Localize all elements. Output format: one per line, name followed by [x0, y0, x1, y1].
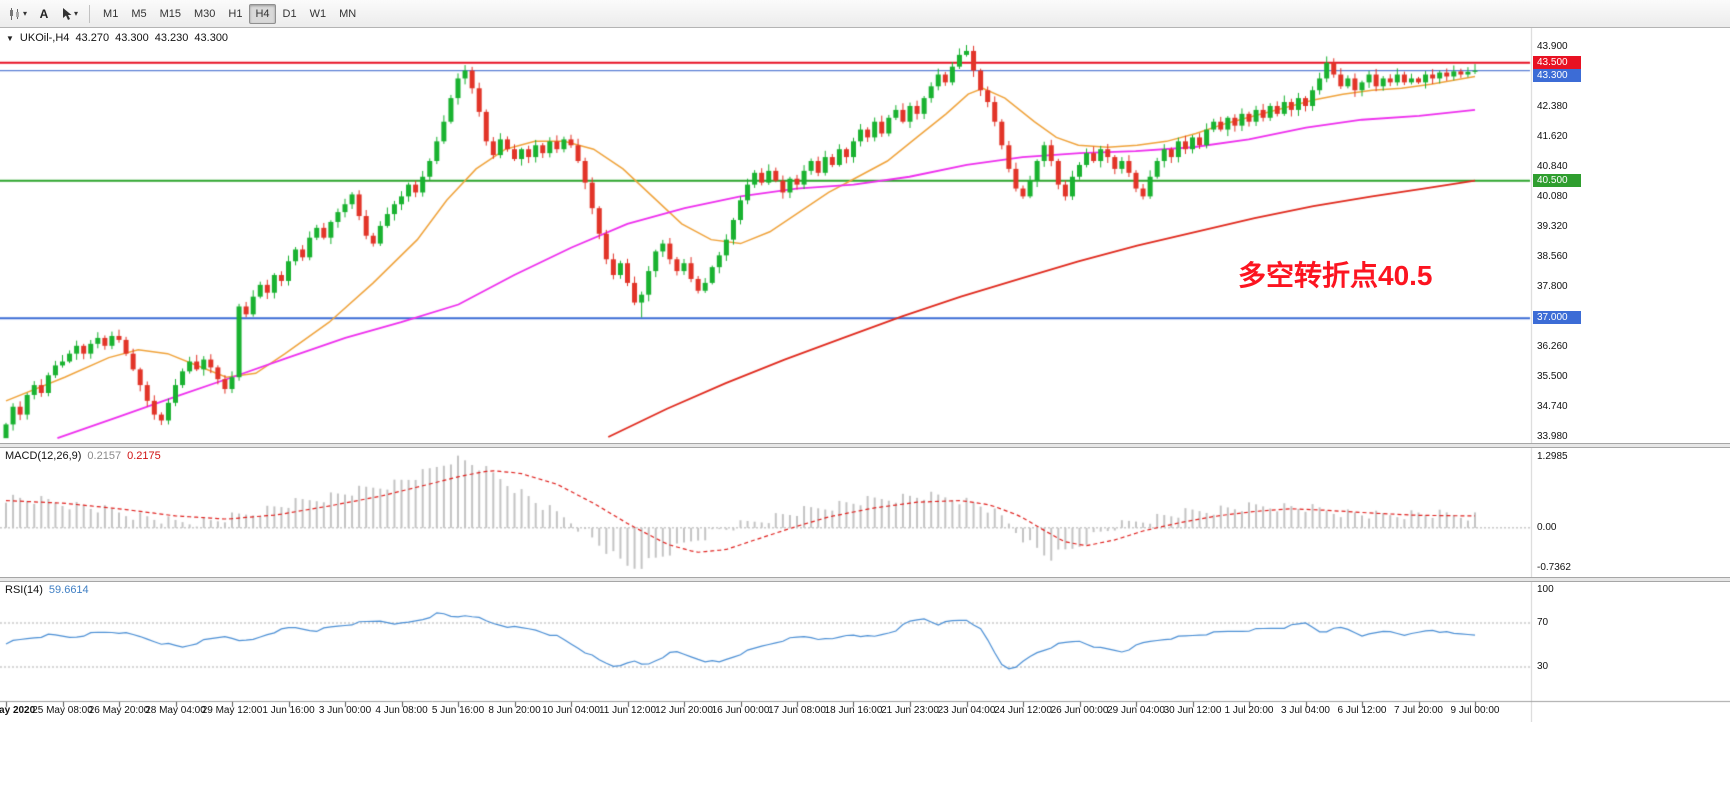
timeframe-button-h4[interactable]: H4: [249, 3, 276, 24]
rsi-indicator-header: RSI(14) 59.6614: [5, 584, 89, 596]
macd-indicator-header: MACD(12,26,9) 0.2157 0.2175: [5, 450, 161, 462]
chart-annotation: 多空转折点40.5: [1238, 260, 1433, 291]
symbol-ohlc-header: ▼ UKOil-,H4 43.270 43.300 43.230 43.300: [6, 32, 228, 44]
top-toolbar: ▾ A ▾ M1 M5 M15 M30 H1 H4 D1 W1 MN: [0, 0, 1730, 28]
timeframe-button-h1[interactable]: H1: [228, 7, 243, 20]
text-tool-label: A: [39, 6, 49, 21]
symbol-label: UKOil-,H4: [19, 32, 70, 44]
timeframe-button-w1[interactable]: W1: [309, 7, 327, 20]
timeframe-button-m1[interactable]: M1: [103, 7, 119, 20]
chart-type-button[interactable]: ▾: [4, 3, 31, 25]
pane-separator-rsi[interactable]: [0, 577, 1730, 582]
timeframe-button-m30[interactable]: M30: [194, 7, 216, 20]
chevron-down-icon: ▾: [74, 9, 79, 18]
chevron-down-icon: ▾: [23, 9, 28, 18]
macd-label: MACD(12,26,9): [5, 450, 82, 462]
rsi-label: RSI(14): [5, 584, 43, 596]
open-value: 43.270: [75, 32, 110, 44]
cursor-tool-button[interactable]: ▾: [57, 3, 82, 25]
timeframe-button-mn[interactable]: MN: [339, 7, 357, 20]
pane-separator-macd[interactable]: [0, 443, 1730, 448]
timeframe-toolbar: M1 M5 M15 M30 H1 H4 D1 W1 MN: [97, 3, 362, 24]
text-tool-button[interactable]: A: [33, 3, 55, 25]
chart-canvas[interactable]: [0, 28, 1730, 722]
low-value: 43.230: [154, 32, 189, 44]
cursor-icon: [63, 7, 72, 20]
timeframe-button-m5[interactable]: M5: [131, 7, 147, 20]
macd-main-value: 0.2157: [87, 450, 122, 462]
rsi-value: 59.6614: [48, 584, 89, 596]
timeframe-button-m15[interactable]: M15: [159, 7, 181, 20]
collapse-triangle-icon[interactable]: ▼: [6, 33, 14, 43]
timeframe-button-d1[interactable]: D1: [282, 7, 297, 20]
close-value: 43.300: [194, 32, 229, 44]
macd-signal-value: 0.2175: [127, 450, 161, 462]
high-value: 43.300: [115, 32, 149, 44]
candlestick-chart-icon: [10, 7, 19, 20]
toolbar-separator: [89, 4, 91, 23]
